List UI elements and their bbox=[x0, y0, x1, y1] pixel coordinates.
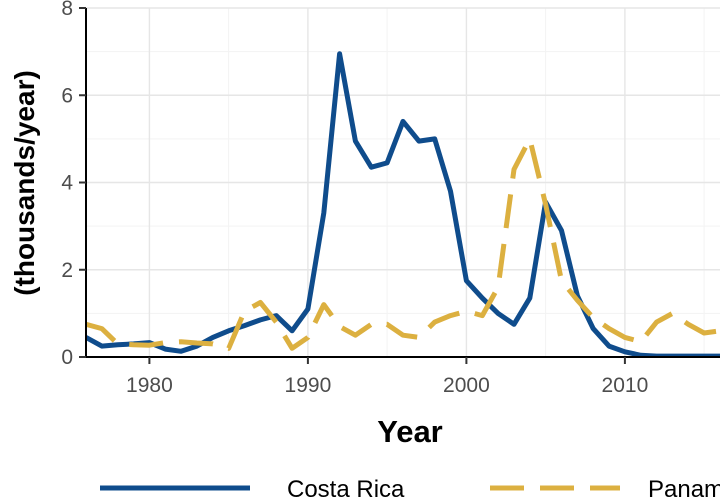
legend: Costa Rica Panama bbox=[100, 476, 720, 500]
axes bbox=[79, 7, 720, 364]
grid-lines bbox=[86, 7, 720, 358]
x-tick-label: 1980 bbox=[126, 374, 173, 397]
tick-labels: 0 2 4 6 8 1980 1990 2000 2010 bbox=[61, 0, 648, 397]
x-tick-label: 1990 bbox=[285, 374, 332, 397]
x-axis-title: Year bbox=[377, 414, 443, 449]
y-tick-label: 0 bbox=[61, 346, 73, 369]
y-axis-title: (thousands/year) bbox=[9, 70, 40, 296]
series-line-costa-rica bbox=[86, 51, 720, 358]
x-tick-label: 2010 bbox=[602, 374, 649, 397]
y-tick-label: 4 bbox=[61, 172, 73, 195]
series-lines bbox=[86, 51, 720, 358]
series-line-panama bbox=[86, 136, 720, 351]
legend-label-panama: Panama bbox=[648, 476, 720, 500]
x-tick-label: 2000 bbox=[443, 374, 490, 397]
legend-label-costa-rica: Costa Rica bbox=[287, 476, 405, 500]
y-tick-label: 6 bbox=[61, 84, 73, 107]
y-tick-label: 2 bbox=[61, 259, 73, 282]
y-tick-label: 8 bbox=[61, 0, 73, 20]
